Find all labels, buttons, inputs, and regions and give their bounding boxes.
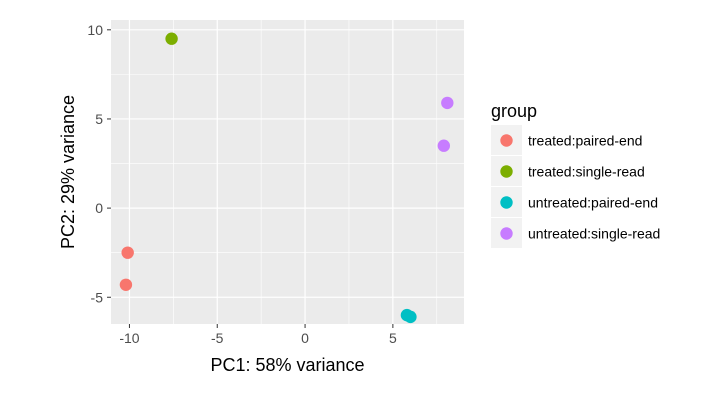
legend-label: treated:single-read	[528, 164, 645, 180]
x-axis-title: PC1: 58% variance	[210, 355, 364, 375]
grid-minor	[111, 20, 464, 324]
legend: group treated:paired-end treated:single-r…	[491, 101, 660, 248]
legend-label: untreated:single-read	[528, 226, 660, 242]
legend-swatch	[500, 134, 513, 147]
legend-swatch	[500, 227, 513, 240]
x-tick-label: 0	[301, 330, 309, 346]
x-axis: -10 -5 0 5	[119, 324, 397, 346]
data-point	[404, 310, 417, 324]
grid-major	[111, 20, 464, 324]
y-axis-title: PC2: 29% variance	[58, 95, 78, 249]
legend-swatch	[500, 196, 513, 209]
legend-label: untreated:paired-end	[528, 195, 658, 211]
data-point	[437, 139, 451, 152]
data-points	[119, 32, 454, 324]
y-tick-label: 10	[87, 22, 103, 38]
x-tick-label: 5	[389, 330, 397, 346]
legend-title: group	[491, 101, 537, 121]
legend-label: treated:paired-end	[528, 133, 642, 149]
y-axis: -5 0 5 10	[87, 22, 111, 305]
x-tick-label: -5	[211, 330, 224, 346]
data-point	[165, 32, 178, 45]
y-tick-label: 5	[95, 111, 103, 127]
x-tick-label: -10	[119, 330, 139, 346]
plot-panel	[111, 20, 464, 324]
data-point	[441, 96, 454, 110]
data-point	[119, 278, 133, 291]
legend-swatch	[500, 165, 513, 178]
y-tick-label: 0	[95, 200, 103, 216]
data-point	[121, 246, 134, 259]
y-tick-label: -5	[91, 289, 104, 305]
